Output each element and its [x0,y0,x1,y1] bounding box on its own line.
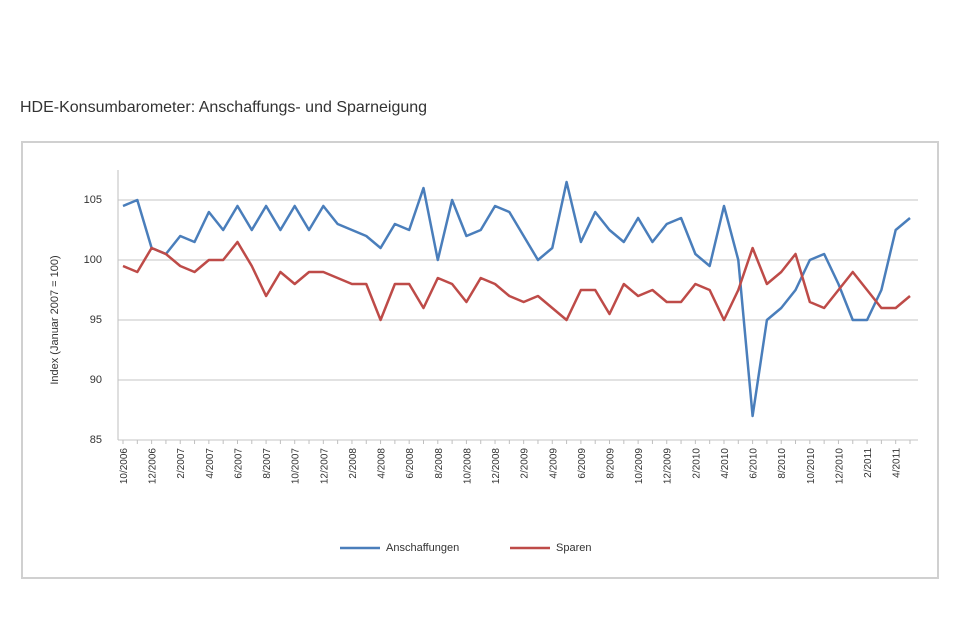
x-tick-label: 10/2010 [806,448,817,485]
legend-label: Anschaffungen [386,542,459,554]
y-tick-label: 105 [84,194,102,206]
x-tick-label: 4/2007 [205,448,216,479]
x-tick-label: 6/2010 [749,448,760,479]
y-tick-label: 100 [84,254,102,266]
y-tick-label: 90 [90,374,102,386]
x-tick-label: 8/2009 [606,448,617,479]
y-tick-label: 85 [90,434,102,446]
x-tick-label: 10/2007 [291,448,302,485]
series-line [122,240,911,322]
x-tick-label: 2/2008 [348,448,359,479]
x-tick-label: 12/2009 [663,448,674,485]
chart-title: HDE-Konsumbarometer: Anschaffungs- und S… [20,99,427,116]
x-tick-label: 12/2008 [491,448,502,485]
x-tick-label: 10/2008 [462,448,473,485]
x-tick-label: 4/2009 [548,448,559,479]
x-tick-label: 2/2009 [520,448,531,479]
chart-frame [21,141,939,579]
x-tick-label: 4/2008 [377,448,388,479]
x-tick-label: 4/2011 [892,448,903,478]
x-tick-label: 4/2010 [720,448,731,479]
x-tick-label: 8/2007 [262,448,273,479]
y-tick-label: 95 [90,314,102,326]
x-tick-label: 10/2009 [634,448,645,485]
x-tick-label: 2/2011 [863,448,874,478]
series-line [122,180,911,418]
x-tick-label: 8/2010 [777,448,788,479]
x-tick-label: 10/2006 [119,448,130,485]
x-tick-label: 6/2008 [405,448,416,479]
x-tick-label: 2/2007 [176,448,187,479]
x-tick-label: 2/2010 [691,448,702,479]
x-tick-label: 8/2008 [434,448,445,479]
x-tick-label: 6/2007 [233,448,244,479]
x-tick-label: 6/2009 [577,448,588,479]
x-tick-label: 12/2006 [148,448,159,485]
y-axis-label: Index (Januar 2007 = 100) [49,255,61,384]
x-tick-label: 12/2010 [834,448,845,485]
x-tick-label: 12/2007 [319,448,330,485]
legend-label: Sparen [556,542,591,554]
